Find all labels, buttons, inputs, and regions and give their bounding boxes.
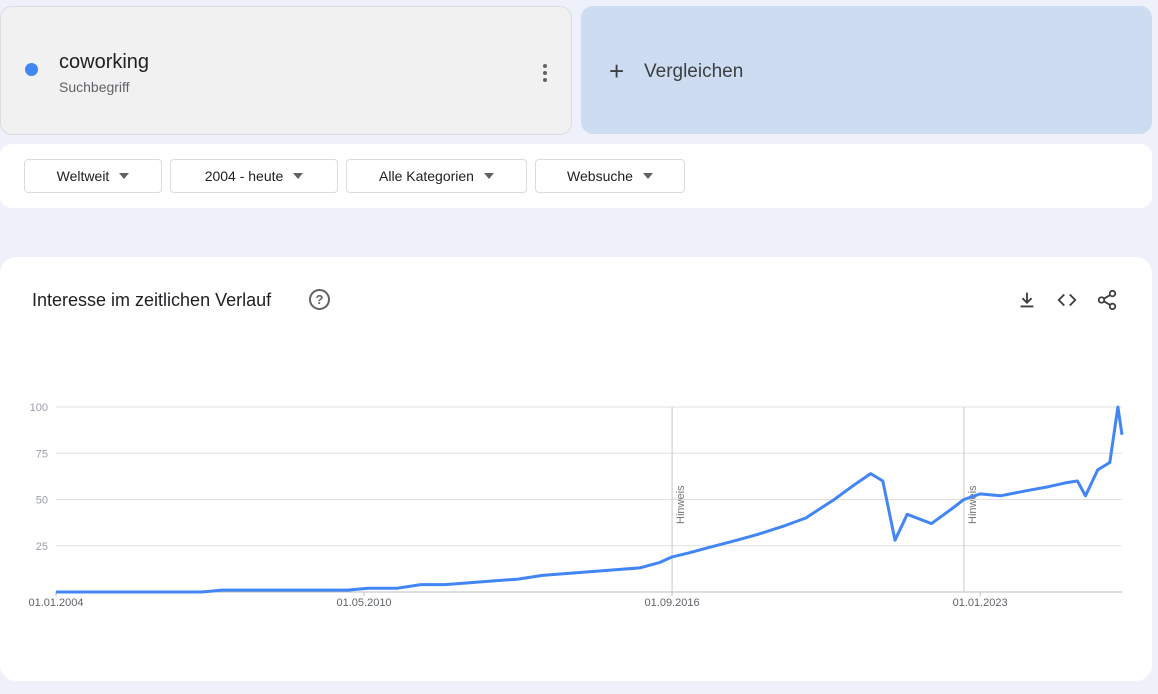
caret-down-icon (642, 173, 653, 179)
series-line-coworking (56, 405, 1124, 594)
filter-timeframe[interactable]: 2004 - heute (170, 159, 338, 193)
filter-region-label: Weltweit (56, 168, 110, 184)
search-term-card[interactable]: coworking Suchbegriff (0, 6, 572, 135)
series-color-dot (25, 63, 38, 76)
search-term-type: Suchbegriff (59, 79, 130, 95)
embed-code-icon[interactable] (1056, 289, 1078, 311)
interest-line-chart: Hinweis Hinweis 01.01.2004 01.05.2010 01.09… (28, 402, 1124, 609)
share-icon[interactable] (1096, 289, 1118, 311)
more-vert-icon[interactable] (533, 61, 557, 85)
help-circle-icon[interactable]: ? (309, 289, 330, 310)
interest-over-time-card: Interesse im zeitlichen Verlauf ? Hinwei… (0, 257, 1152, 681)
y-tick-label: 100 (30, 402, 48, 414)
y-tick-label: 50 (36, 495, 48, 507)
plus-icon: + (609, 56, 625, 86)
filter-timeframe-label: 2004 - heute (204, 168, 284, 184)
download-icon[interactable] (1016, 289, 1038, 311)
filter-search-type-label: Websuche (567, 168, 633, 184)
y-tick-label: 25 (36, 541, 48, 553)
x-tick-label: 01.09.2016 (645, 597, 700, 609)
annotation-label: Hinweis (675, 485, 687, 524)
search-term-name: coworking (59, 51, 150, 73)
caret-down-icon (293, 173, 304, 179)
caret-down-icon (483, 173, 494, 179)
y-tick-label: 75 (36, 448, 48, 460)
caret-down-icon (119, 173, 130, 179)
chart-title: Interesse im zeitlichen Verlauf (32, 290, 272, 310)
x-tick-label: 01.05.2010 (337, 597, 392, 609)
x-tick-label: 01.01.2004 (28, 597, 83, 609)
filter-search-type[interactable]: Websuche (535, 159, 685, 193)
filter-category-label: Alle Kategorien (379, 168, 474, 184)
compare-label: Vergleichen (644, 61, 744, 82)
filter-region[interactable]: Weltweit (24, 159, 162, 193)
filter-category[interactable]: Alle Kategorien (346, 159, 527, 193)
filter-bar: Weltweit 2004 - heute Alle Kategorien We… (0, 144, 1152, 208)
annotation-label: Hinweis (967, 485, 979, 524)
x-tick-label: 01.01.2023 (953, 597, 1008, 609)
compare-button[interactable]: + Vergleichen (581, 6, 1152, 134)
